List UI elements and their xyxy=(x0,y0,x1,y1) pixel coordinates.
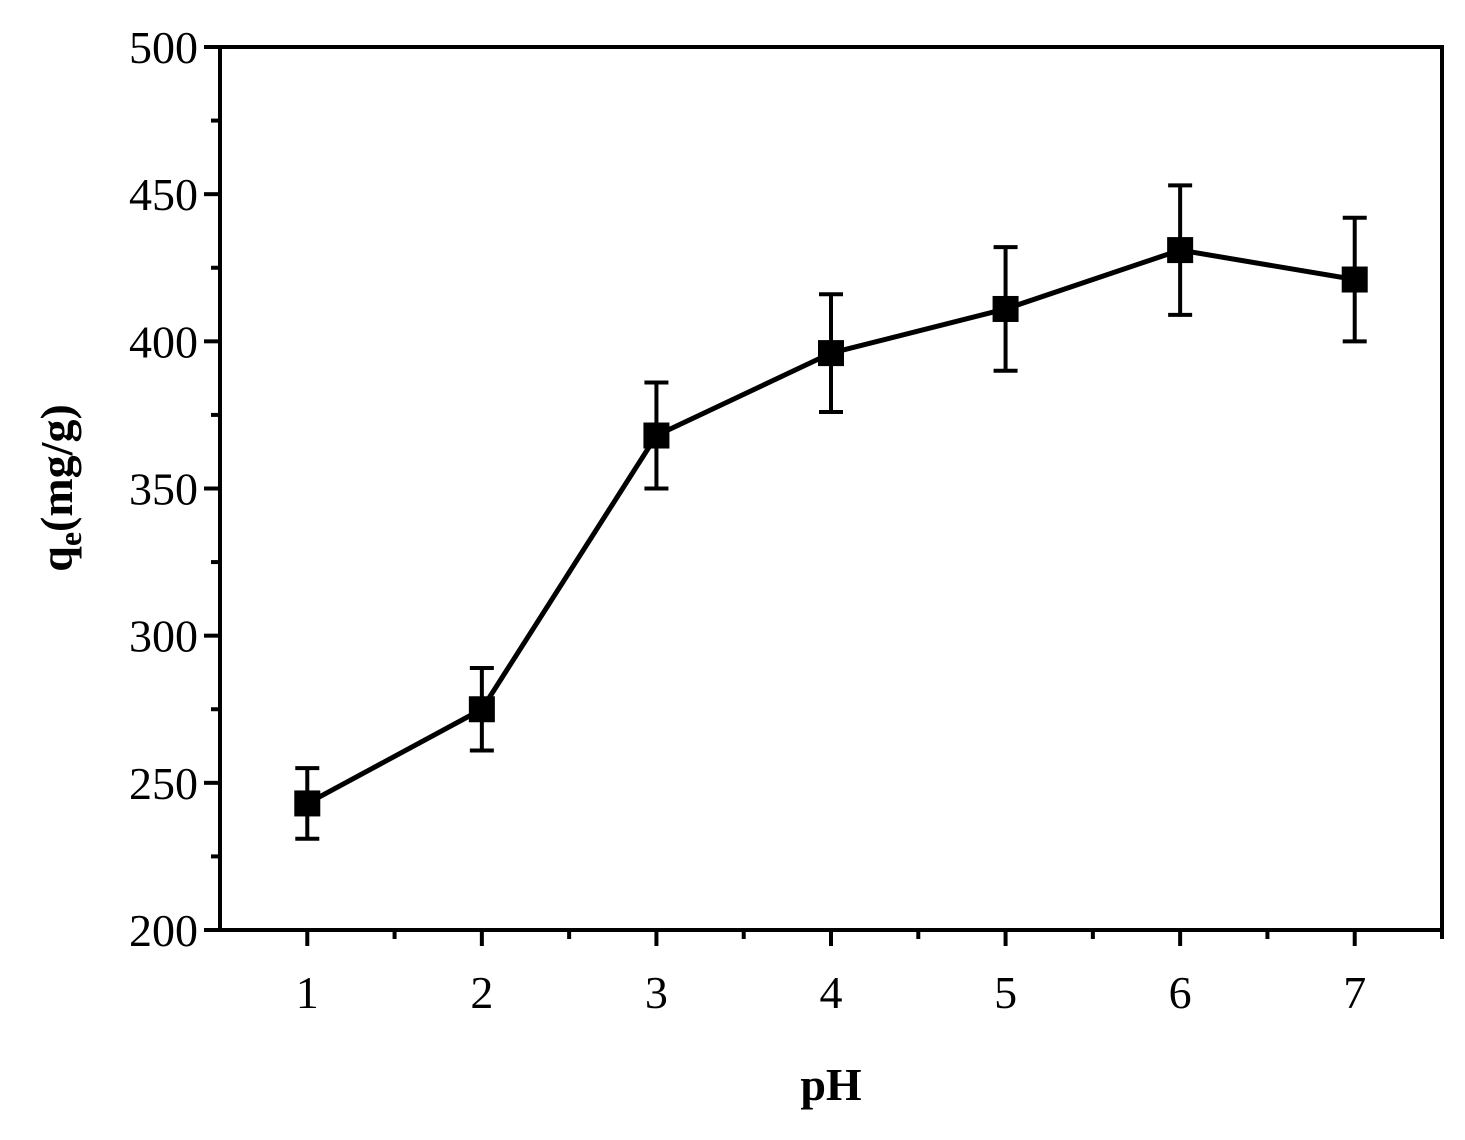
y-axis-title: qe(mg/g) xyxy=(31,404,88,572)
plot-frame xyxy=(218,45,1444,932)
series-line-group xyxy=(294,183,1368,841)
x-axis-title: pH xyxy=(800,1059,862,1110)
x-tick-label: 7 xyxy=(1343,967,1366,1018)
y-axis-tick-labels: 200 250 300 350 400 450 500 xyxy=(129,22,198,956)
x-tick-label: 6 xyxy=(1169,967,1192,1018)
data-point-marker xyxy=(294,790,321,817)
data-point-marker xyxy=(1341,266,1368,293)
data-point-marker xyxy=(818,340,844,367)
x-axis-ticks xyxy=(305,930,1444,946)
x-tick-label: 5 xyxy=(994,967,1017,1018)
y-tick-label: 400 xyxy=(129,316,198,367)
data-point-marker xyxy=(643,422,670,449)
y-tick-label: 200 xyxy=(129,905,198,956)
x-tick-label: 1 xyxy=(296,967,319,1018)
y-tick-label: 450 xyxy=(129,169,198,220)
x-axis-tick-labels: 1 2 3 4 5 6 7 xyxy=(296,967,1366,1018)
data-point-marker xyxy=(468,696,495,723)
y-tick-label: 500 xyxy=(129,22,198,73)
x-tick-label: 4 xyxy=(820,967,843,1018)
y-axis-title-subscript: e xyxy=(52,532,88,546)
y-tick-label: 250 xyxy=(129,758,198,809)
plot-area xyxy=(218,45,1444,932)
x-tick-label: 3 xyxy=(645,967,668,1018)
y-tick-label: 350 xyxy=(129,464,198,515)
x-tick-label: 2 xyxy=(470,967,493,1018)
y-tick-label: 300 xyxy=(129,611,198,662)
y-axis-ticks xyxy=(204,45,220,932)
data-point-marker xyxy=(1167,237,1194,264)
y-axis-title-main: q xyxy=(31,546,82,572)
y-axis-title-unit: (mg/g) xyxy=(31,404,82,532)
data-point-marker xyxy=(992,295,1019,322)
